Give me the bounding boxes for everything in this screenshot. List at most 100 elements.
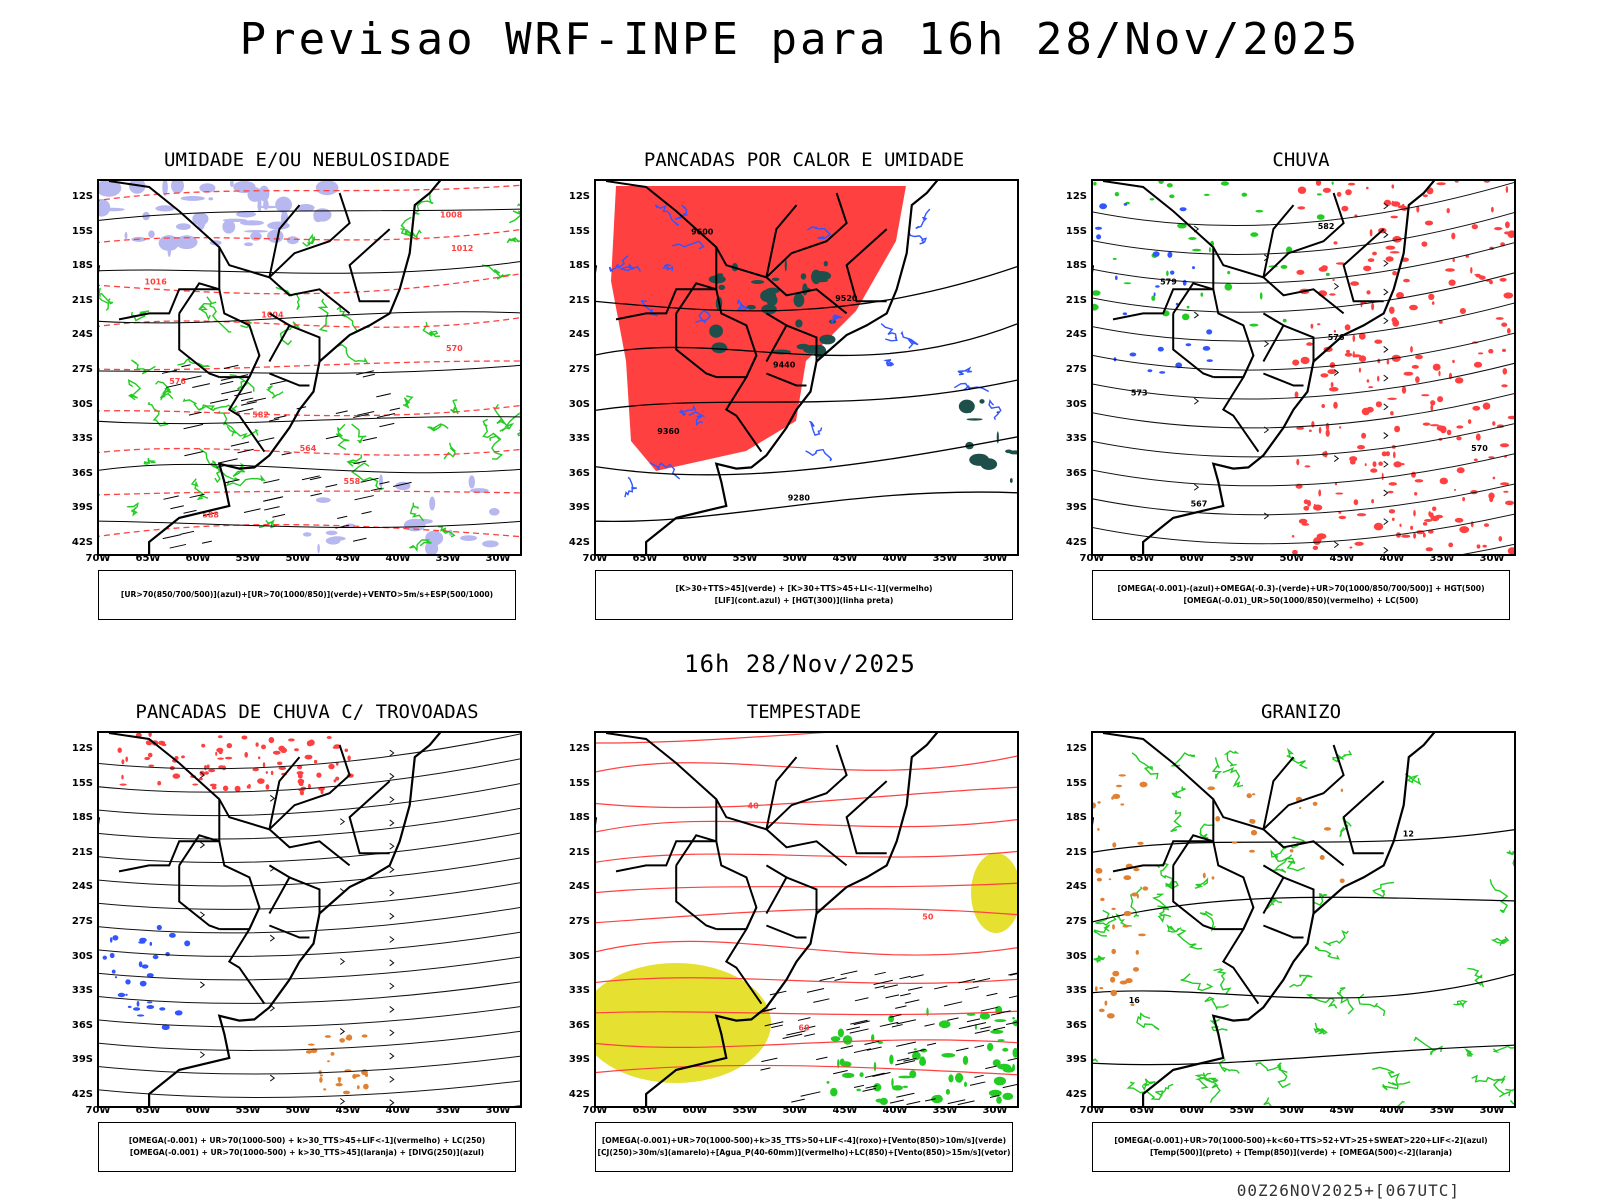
longitude-tick-label: 50W <box>285 1105 311 1116</box>
longitude-tick-label: 60W <box>1179 1105 1205 1116</box>
map-plot <box>97 731 522 1108</box>
latitude-tick-label: 18S <box>1065 812 1087 824</box>
longitude-tick-label: 70W <box>85 1105 111 1116</box>
contour-label: 570 <box>446 344 463 353</box>
latitude-tick-label: 24S <box>568 329 590 341</box>
latitude-tick-label: 15S <box>71 225 93 237</box>
latitude-tick-label: 15S <box>1065 225 1087 237</box>
panel-legend: [OMEGA(-0.001) + UR>70(1000-500) + k>30_… <box>98 1122 516 1172</box>
precipitable-water-contours <box>596 733 1017 1076</box>
panel-title: GRANIZO <box>1260 701 1342 723</box>
longitude-tick-label: 45W <box>832 1105 858 1116</box>
longitude-tick-label: 35W <box>1429 553 1455 564</box>
latitude-tick-label: 30S <box>71 950 93 962</box>
latitude-tick-label: 21S <box>71 846 93 858</box>
contour-labels: 9600 9520 9440 9360 9280 <box>657 227 858 502</box>
latitude-tick-label: 42S <box>71 1089 93 1100</box>
longitude-tick-label: 55W <box>1229 553 1255 564</box>
map-canvas: 582 579 576 573 570 567 <box>1093 181 1514 554</box>
longitude-tick-label: 50W <box>782 1105 808 1116</box>
map-borders <box>1093 733 1436 1106</box>
latitude-tick-label: 27S <box>568 916 590 927</box>
contour-label: 12 <box>1403 829 1414 838</box>
lc250-streamlines <box>99 733 520 1106</box>
longitude-tick-label: 60W <box>682 553 708 564</box>
panel-legend: [OMEGA(-0.001)+UR>70(1000-500)+k>35_TTS>… <box>595 1122 1013 1172</box>
longitude-tick-label: 55W <box>732 1105 758 1116</box>
latitude-tick-label: 33S <box>568 985 590 997</box>
pressure-contours <box>99 208 520 528</box>
panel-title: CHUVA <box>1272 149 1330 171</box>
heat-convection-area <box>708 259 837 358</box>
instability-area-orange <box>305 1034 369 1095</box>
longitude-tick-label: 60W <box>682 1105 708 1116</box>
longitude-tick-label: 30W <box>1479 1105 1505 1116</box>
map-plot: 40 50 60 <box>594 731 1019 1108</box>
latitude-tick-label: 12S <box>568 191 590 202</box>
jet-stream-area <box>596 853 1017 1083</box>
legend-line: [OMEGA(-0.001)+UR>70(1000-500)+k<60+TTS>… <box>1114 1136 1488 1145</box>
map-borders <box>99 181 442 554</box>
longitude-tick-label: 35W <box>435 1105 461 1116</box>
longitude-tick-label: 40W <box>882 1105 908 1116</box>
contour-labels: 12 16 <box>1129 829 1414 1005</box>
contour-label: 1008 <box>440 211 463 220</box>
latitude-tick-label: 15S <box>71 777 93 789</box>
legend-line: [OMEGA(-0.01)_UR>50(1000/850)(vermelho) … <box>1183 596 1419 605</box>
main-title: Previsao WRF-INPE para 16h 28/Nov/2025 <box>239 14 1361 65</box>
panel-legend: [UR>70(850/700/500)](azul)+[UR>70(1000/8… <box>98 570 516 620</box>
latitude-tick-label: 15S <box>1065 777 1087 789</box>
longitude-tick-label: 45W <box>832 553 858 564</box>
map-borders <box>99 733 442 1106</box>
contour-label: 564 <box>300 444 317 453</box>
latitude-tick-label: 39S <box>71 1054 93 1066</box>
legend-line: [OMEGA(-0.001)-(azul)+OMEGA(-0.3)-(verde… <box>1117 584 1485 593</box>
rain-area-red <box>1291 181 1514 554</box>
latitude-tick-label: 24S <box>568 881 590 893</box>
contour-label: 579 <box>1160 277 1177 286</box>
longitude-tick-label: 55W <box>1229 1105 1255 1116</box>
contour-label: 582 <box>1318 222 1335 231</box>
longitude-tick-label: 65W <box>135 1105 161 1116</box>
latitude-tick-label: 36S <box>568 1019 590 1031</box>
panel-legend: [K>30+TTS>45](verde) + [K>30+TTS>45+LI<-… <box>595 570 1013 620</box>
contour-label: 9600 <box>691 227 714 236</box>
map-canvas <box>99 733 520 1106</box>
hgt300-contours <box>596 265 1017 523</box>
divergence-area-blue <box>102 924 191 1031</box>
heat-convection-area-ocean <box>958 399 1017 483</box>
latitude-tick-label: 42S <box>1065 1089 1087 1100</box>
longitude-tick-label: 65W <box>135 553 161 564</box>
panel-legend: [OMEGA(-0.001)-(azul)+OMEGA(-0.3)-(verde… <box>1092 570 1510 620</box>
longitude-tick-label: 30W <box>982 1105 1008 1116</box>
latitude-tick-label: 36S <box>568 467 590 479</box>
longitude-tick-label: 35W <box>932 553 958 564</box>
latitude-tick-label: 21S <box>71 294 93 306</box>
longitude-tick-label: 55W <box>732 553 758 564</box>
contour-labels: 40 50 60 <box>748 802 934 1033</box>
longitude-tick-label: 50W <box>285 553 311 564</box>
omega500-area-orange <box>1093 774 1149 1019</box>
contour-label: 570 <box>1471 444 1488 453</box>
latitude-tick-label: 33S <box>71 433 93 445</box>
wind-vectors <box>161 364 412 549</box>
contour-label: 9520 <box>835 294 858 303</box>
hgt500-streamlines <box>1093 181 1514 554</box>
contour-label: 582 <box>252 410 269 419</box>
latitude-tick-label: 33S <box>568 433 590 445</box>
omega500-area-orange-north <box>1202 786 1345 884</box>
longitude-tick-label: 35W <box>932 1105 958 1116</box>
latitude-tick-label: 24S <box>71 329 93 341</box>
contour-label: 576 <box>1328 333 1345 342</box>
longitude-tick-label: 55W <box>235 553 261 564</box>
contour-label: 9440 <box>773 361 796 370</box>
longitude-tick-label: 40W <box>882 553 908 564</box>
longitude-tick-label: 40W <box>385 553 411 564</box>
longitude-tick-label: 30W <box>485 1105 511 1116</box>
latitude-tick-label: 27S <box>1065 364 1087 375</box>
panel-title: TEMPESTADE <box>746 701 862 723</box>
longitude-tick-label: 50W <box>1279 1105 1305 1116</box>
longitude-tick-label: 60W <box>185 1105 211 1116</box>
latitude-tick-label: 12S <box>71 743 93 754</box>
